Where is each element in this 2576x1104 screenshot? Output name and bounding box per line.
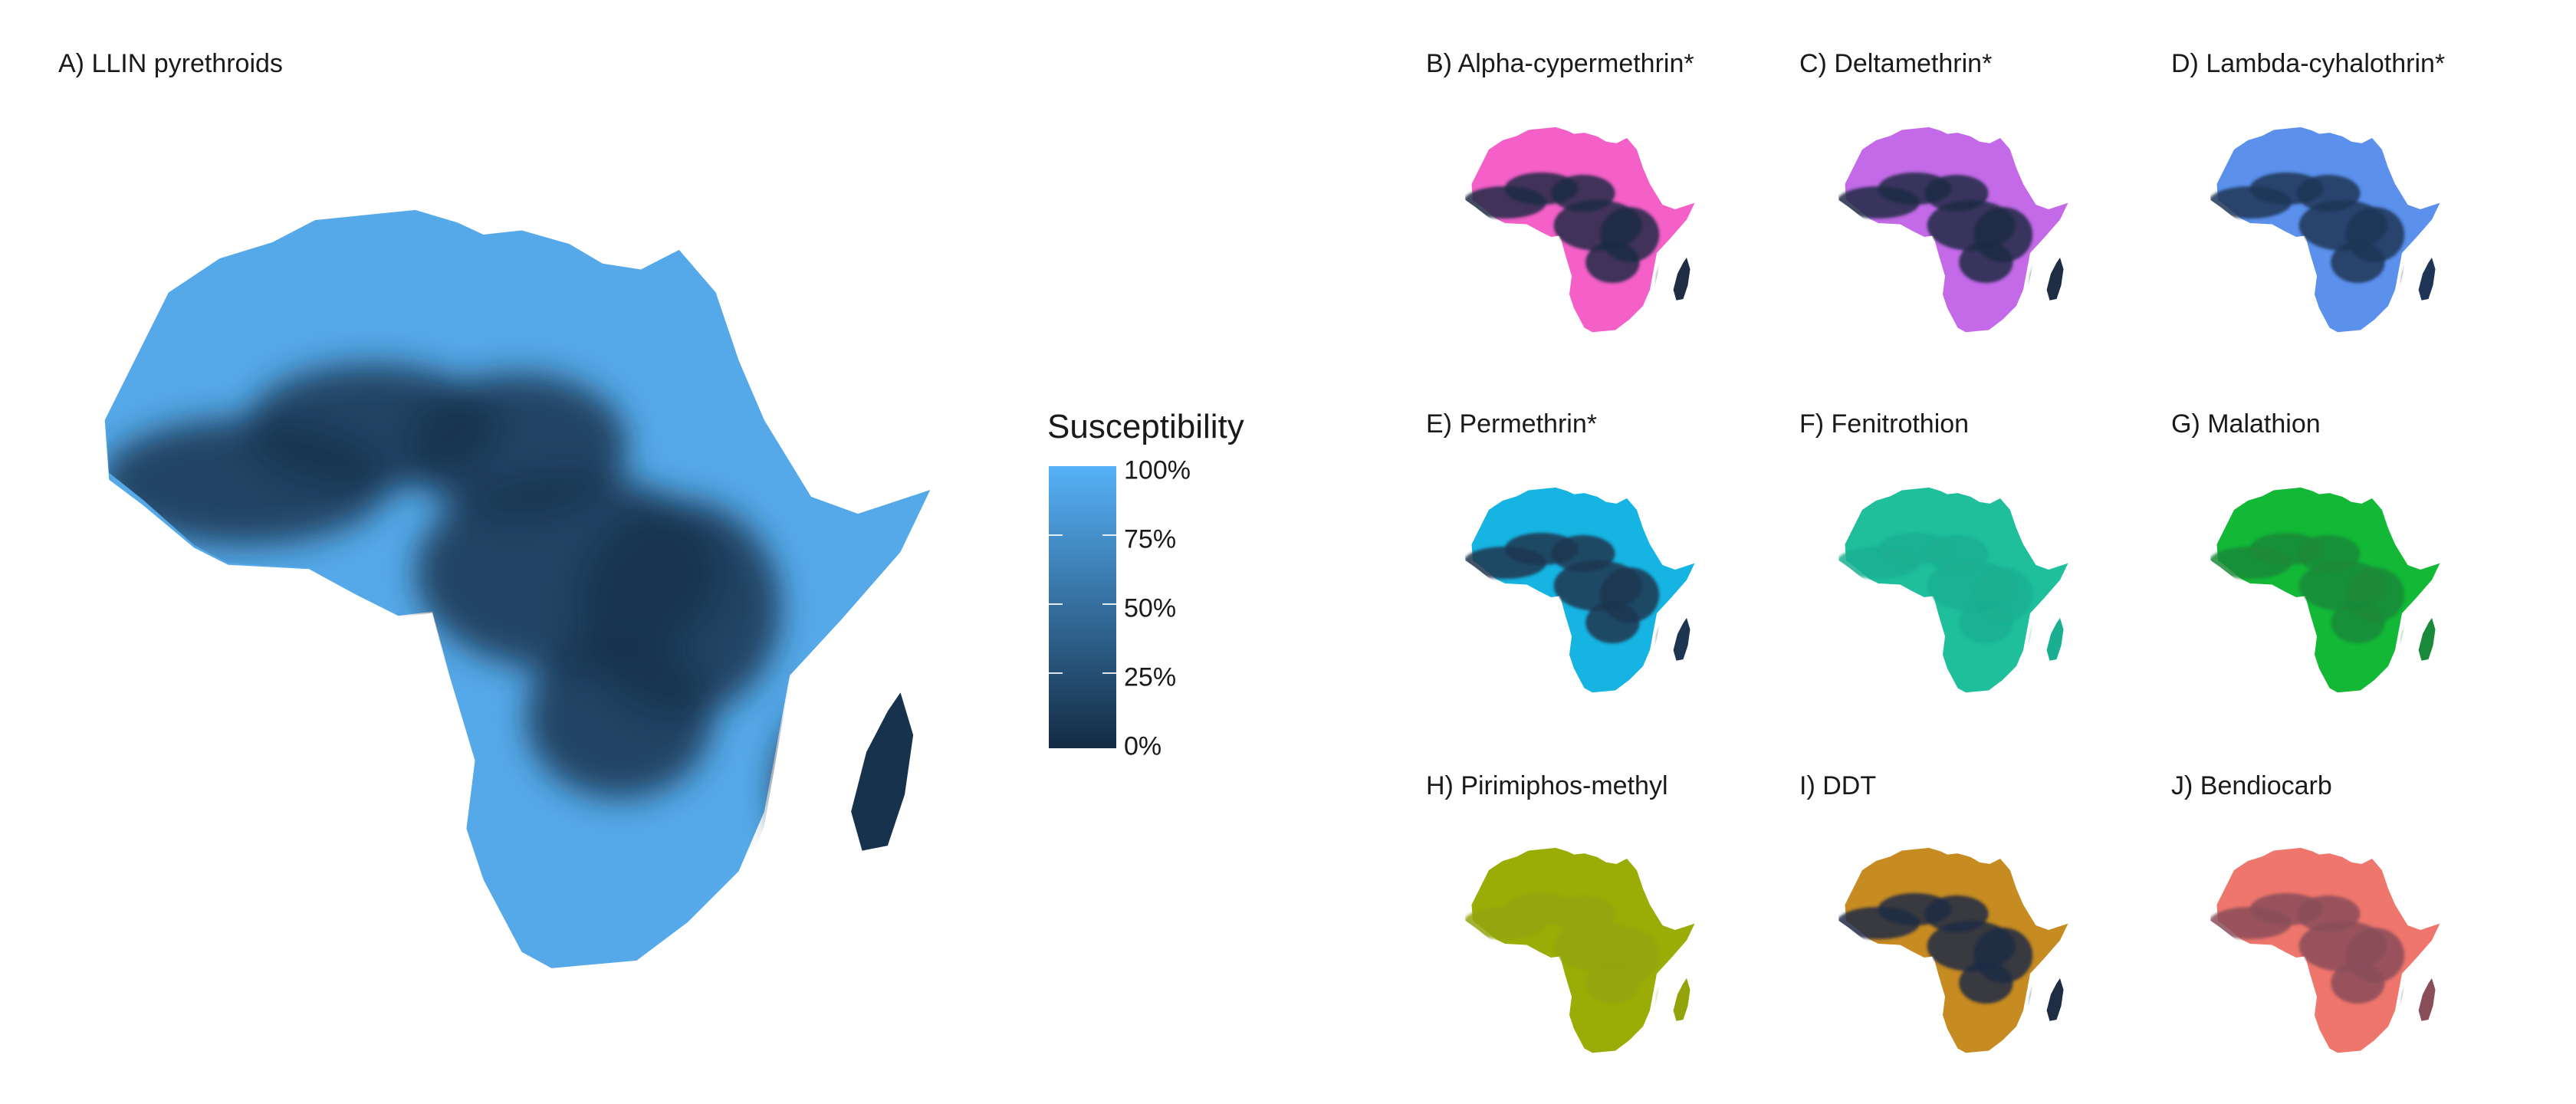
africa-map-b: [1464, 127, 1695, 333]
legend-title: Susceptibility: [1047, 408, 1244, 445]
africa-map-h: [1464, 847, 1695, 1053]
panel-title-j: J) Bendiocarb: [2171, 771, 2332, 800]
madagascar-i: [2046, 978, 2064, 1021]
africa-map-a: [104, 209, 931, 968]
legend-label-0: 0%: [1124, 731, 1162, 761]
panel-title-i: I) DDT: [1799, 771, 1877, 800]
madagascar-d: [2418, 258, 2436, 301]
legend-label-75: 75%: [1124, 524, 1177, 554]
legend-colorbar: [1049, 466, 1116, 748]
legend: Susceptibility 100% 75% 50% 25% 0%: [1047, 408, 1277, 761]
panel-title-e: E) Permethrin*: [1426, 409, 1597, 439]
panel-title-b: B) Alpha-cypermethrin*: [1426, 49, 1694, 78]
panel-title-f: F) Fenitrothion: [1799, 409, 1970, 439]
panel-title-a: A) LLIN pyrethroids: [58, 49, 283, 78]
africa-map-d: [2209, 127, 2440, 333]
legend-label-25: 25%: [1124, 662, 1177, 692]
madagascar-j: [2418, 978, 2436, 1021]
panel-title-c: C) Deltamethrin*: [1799, 49, 1993, 78]
panel-title-h: H) Pirimiphos-methyl: [1426, 771, 1668, 800]
madagascar-h: [1673, 978, 1691, 1021]
africa-map-g: [2209, 487, 2440, 693]
panel-title-d: D) Lambda-cyhalothrin*: [2171, 49, 2446, 78]
africa-map-c: [1837, 127, 2068, 333]
africa-map-j: [2209, 847, 2440, 1053]
panel-title-g: G) Malathion: [2171, 409, 2321, 439]
madagascar-a: [851, 692, 914, 851]
madagascar-f: [2046, 618, 2064, 661]
madagascar-b: [1673, 258, 1691, 301]
africa-map-f: [1837, 487, 2068, 693]
africa-map-i: [1837, 847, 2068, 1053]
legend-label-100: 100%: [1124, 455, 1191, 485]
madagascar-e: [1673, 618, 1691, 661]
africa-map-e: [1464, 487, 1695, 693]
madagascar-c: [2046, 258, 2064, 301]
madagascar-g: [2418, 618, 2436, 661]
legend-label-50: 50%: [1124, 593, 1177, 623]
